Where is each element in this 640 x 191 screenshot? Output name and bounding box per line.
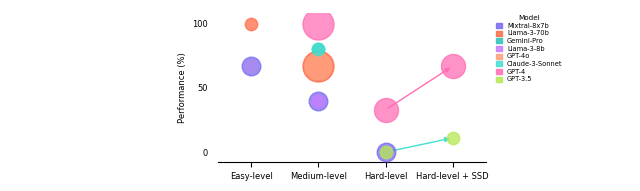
Point [314,99,323,102]
Point [314,65,323,68]
Point [380,151,390,154]
Point [246,65,257,68]
Point [448,65,458,68]
Point [448,136,458,139]
Point [246,22,257,25]
Y-axis label: Performance (%): Performance (%) [177,53,187,123]
Point [314,65,323,68]
Point [314,99,323,102]
Point [380,151,390,154]
Point [314,22,323,25]
Point [380,151,390,154]
Point [246,65,257,68]
Legend: Mixtral-8x7b, Llama-3-70b, Gemini-Pro, Llama-3-8b, GPT-4o, Claude-3-Sonnet, GPT-: Mixtral-8x7b, Llama-3-70b, Gemini-Pro, L… [495,14,564,84]
Point [380,108,390,111]
Point [314,48,323,51]
Point [380,151,390,154]
Point [314,48,323,51]
Point [246,65,257,68]
